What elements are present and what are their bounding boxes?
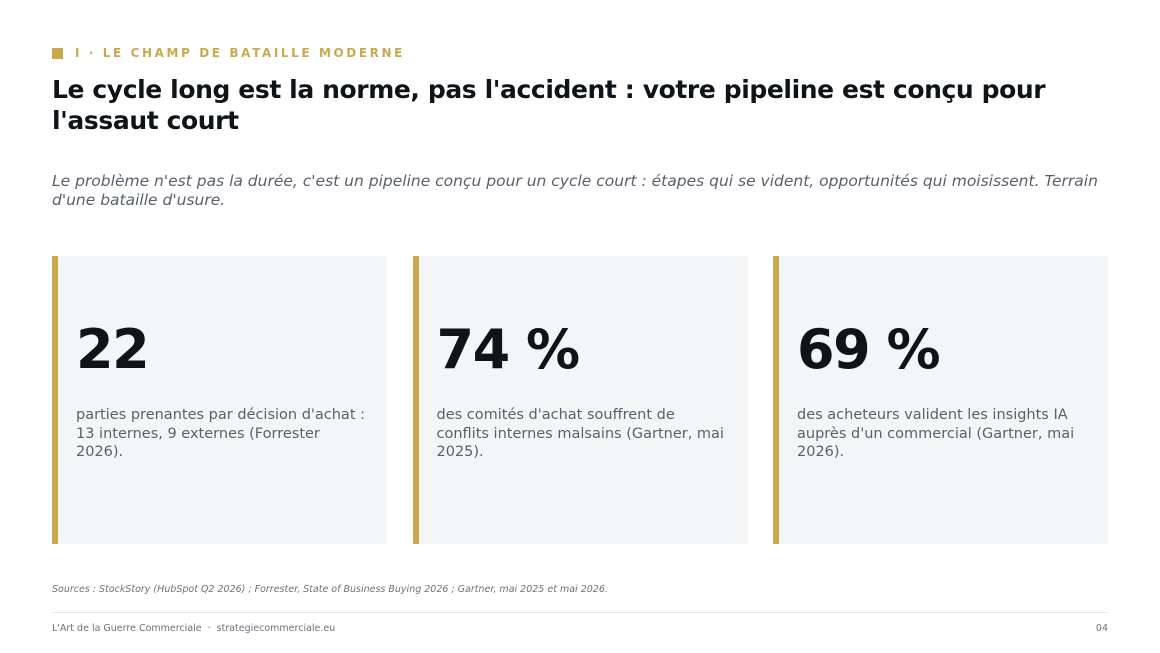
stat-description: parties prenantes par décision d'achat :… bbox=[76, 407, 365, 460]
slide-subtitle: Le problème n'est pas la durée, c'est un… bbox=[52, 172, 1098, 209]
stat-value: 69 % bbox=[797, 318, 941, 381]
kicker-text: I · LE CHAMP DE BATAILLE MODERNE bbox=[75, 46, 405, 60]
sources-note: Sources : StockStory (HubSpot Q2 2026) ;… bbox=[52, 584, 608, 595]
kicker-square-icon bbox=[52, 47, 63, 59]
stat-cards: 22 parties prenantes par décision d'acha… bbox=[52, 256, 1108, 544]
stat-value: 74 % bbox=[436, 318, 581, 381]
stat-card-stakeholders: 22 parties prenantes par décision d'acha… bbox=[52, 256, 387, 544]
stat-card-ai-insights: 69 % des acheteurs valident les insights… bbox=[773, 256, 1108, 544]
stat-description: des comités d'achat souffrent de conflit… bbox=[436, 407, 724, 460]
stat-value: 22 bbox=[76, 318, 150, 381]
footer-website: strategiecommerciale.eu bbox=[216, 623, 336, 634]
page-number: 04 bbox=[1095, 623, 1108, 634]
footer-brand-line: L'Art de la Guerre Commerciale · strategie… bbox=[52, 623, 335, 634]
footer-brand: L'Art de la Guerre Commerciale bbox=[52, 623, 202, 634]
section-kicker: I · LE CHAMP DE BATAILLE MODERNE bbox=[52, 46, 405, 60]
slide-title: Le cycle long est la norme, pas l'accide… bbox=[52, 75, 1046, 135]
footer-divider bbox=[52, 612, 1108, 613]
footer-separator: · bbox=[207, 623, 211, 634]
stat-description: des acheteurs valident les insights IA a… bbox=[797, 407, 1075, 460]
stat-card-conflicts: 74 % des comités d'achat souffrent de co… bbox=[412, 256, 748, 544]
